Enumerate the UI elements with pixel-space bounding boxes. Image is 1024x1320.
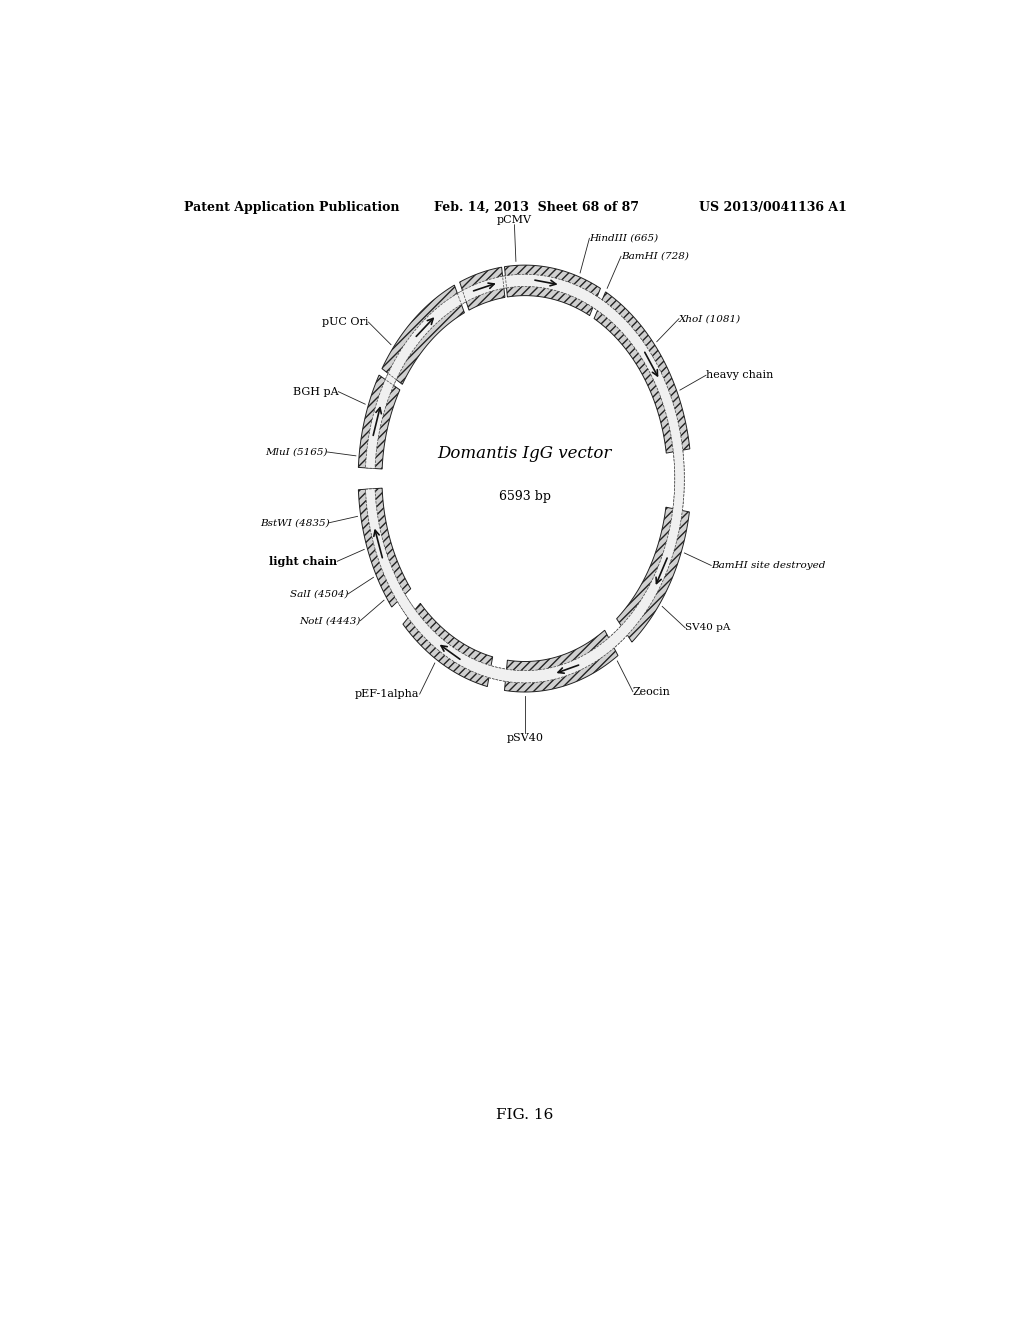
Text: pEF-1alpha: pEF-1alpha	[355, 689, 420, 700]
Polygon shape	[358, 375, 399, 469]
Text: BGH pA: BGH pA	[293, 387, 338, 396]
Text: Domantis IgG vector: Domantis IgG vector	[437, 445, 612, 462]
Polygon shape	[458, 290, 466, 305]
Text: light chain: light chain	[269, 556, 337, 566]
Text: SV40 pA: SV40 pA	[685, 623, 731, 632]
Text: heavy chain: heavy chain	[706, 370, 773, 380]
Polygon shape	[503, 276, 507, 288]
Polygon shape	[673, 450, 684, 511]
Text: BstWI (4835): BstWI (4835)	[260, 519, 330, 527]
Text: pCMV: pCMV	[497, 215, 531, 224]
Text: pSV40: pSV40	[506, 733, 544, 743]
Text: BamHI (728): BamHI (728)	[621, 252, 689, 261]
Polygon shape	[488, 665, 507, 681]
Text: HindIII (665): HindIII (665)	[590, 234, 658, 243]
Polygon shape	[382, 285, 465, 384]
Text: Zeocin: Zeocin	[633, 686, 671, 697]
Text: MluI (5165): MluI (5165)	[265, 447, 328, 457]
Text: SalI (4504): SalI (4504)	[290, 590, 348, 598]
Text: BamHI site destroyed: BamHI site destroyed	[712, 561, 825, 570]
Polygon shape	[594, 292, 690, 453]
Polygon shape	[608, 626, 628, 648]
Text: NotI (4443): NotI (4443)	[299, 616, 360, 626]
Text: pUC Ori: pUC Ori	[322, 317, 369, 327]
Polygon shape	[505, 265, 600, 315]
Text: 6593 bp: 6593 bp	[499, 490, 551, 503]
Polygon shape	[402, 603, 493, 686]
Polygon shape	[616, 507, 689, 642]
Text: XhoI (1081): XhoI (1081)	[679, 314, 741, 323]
Text: Feb. 14, 2013  Sheet 68 of 87: Feb. 14, 2013 Sheet 68 of 87	[433, 201, 639, 214]
Polygon shape	[505, 630, 618, 692]
Polygon shape	[593, 297, 602, 310]
Polygon shape	[397, 594, 415, 618]
Polygon shape	[358, 488, 411, 607]
Text: US 2013/0041136 A1: US 2013/0041136 A1	[699, 201, 847, 214]
Polygon shape	[460, 267, 505, 310]
Polygon shape	[385, 374, 396, 385]
Polygon shape	[366, 275, 684, 682]
Text: Patent Application Publication: Patent Application Publication	[183, 201, 399, 214]
Text: FIG. 16: FIG. 16	[496, 1107, 554, 1122]
